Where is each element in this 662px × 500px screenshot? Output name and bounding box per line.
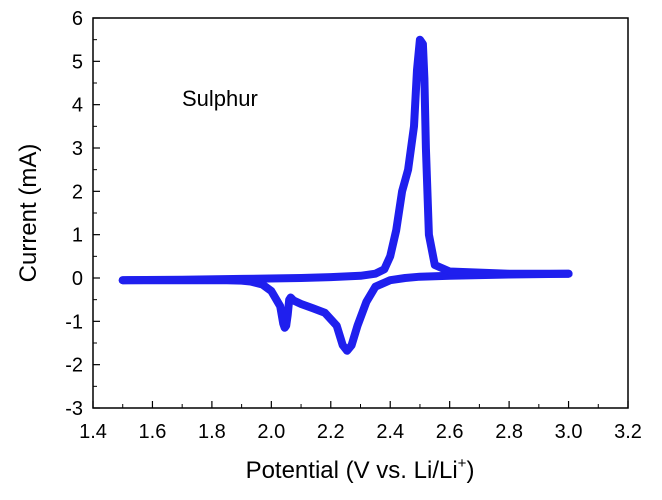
x-tick-label: 1.6: [139, 421, 167, 443]
series-line-anodic-sweep: [118, 35, 573, 285]
x-tick-label: 2.6: [436, 421, 464, 443]
y-tick-label: 1: [72, 225, 83, 247]
x-tick-label: 2.8: [495, 421, 523, 443]
y-tick-label: 5: [72, 51, 83, 73]
x-axis-title-sup: +: [458, 455, 467, 472]
x-tick-label: 1.4: [79, 421, 107, 443]
tick-labels: 1.4 1.6 1.8 2.0 2.2 2.4 2.6 2.8 3.0 3.2 -3 -2 -1 0 1 2 3…: [65, 8, 642, 443]
x-tick-label: 2.0: [257, 421, 285, 443]
y-tick-label: 0: [72, 268, 83, 290]
y-axis-title: Current (mA): [15, 144, 42, 283]
x-axis-title: Potential (V vs. Li/Li+): [246, 455, 475, 484]
series-line-cathodic-sweep: [118, 269, 573, 355]
x-tick-label: 2.2: [317, 421, 345, 443]
x-axis-title-close: ): [466, 457, 474, 484]
plot-frame: [92, 17, 629, 409]
x-tick-label: 1.8: [198, 421, 226, 443]
axis-ticks: [92, 17, 629, 409]
x-axis-title-main: Potential (V vs. Li/Li: [246, 457, 458, 484]
y-tick-label: -2: [65, 355, 83, 377]
y-tick-label: -3: [65, 398, 83, 420]
annotation-label: Sulphur: [182, 86, 258, 111]
y-tick-label: 4: [72, 95, 83, 117]
y-tick-label: 2: [72, 181, 83, 203]
x-tick-label: 2.4: [376, 421, 404, 443]
y-tick-label: -1: [65, 311, 83, 333]
x-tick-label: 3.0: [555, 421, 583, 443]
series-layer: [118, 35, 573, 355]
y-tick-label: 6: [72, 8, 83, 30]
x-tick-label: 3.2: [614, 421, 642, 443]
y-tick-label: 3: [72, 138, 83, 160]
